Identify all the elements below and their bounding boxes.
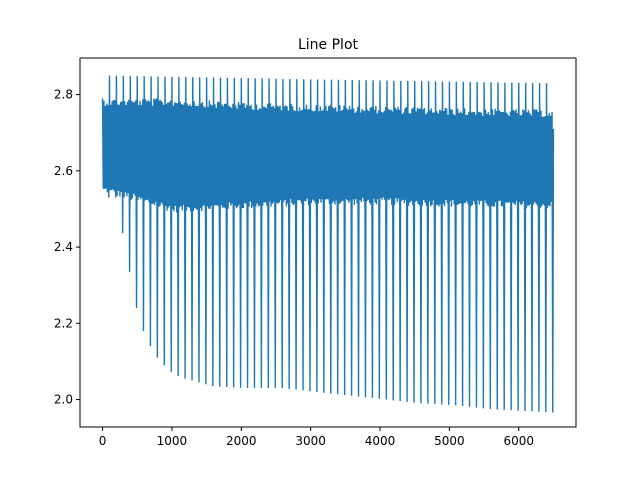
plot-area: [101, 75, 555, 413]
series-line: [101, 75, 555, 413]
y-tick-label: 2.8: [54, 88, 73, 102]
y-tick-label: 2.2: [54, 316, 73, 330]
x-tick-label: 0: [99, 434, 107, 448]
y-axis: 2.0 2.2 2.4 2.6 2.8: [54, 88, 80, 407]
y-tick-label: 2.0: [54, 393, 73, 407]
x-tick-label: 2000: [226, 434, 257, 448]
x-tick-label: 1000: [157, 434, 188, 448]
x-tick-label: 4000: [365, 434, 396, 448]
chart-title: Line Plot: [298, 37, 359, 53]
x-tick-label: 5000: [434, 434, 465, 448]
x-tick-label: 3000: [295, 434, 326, 448]
y-tick-label: 2.4: [54, 240, 73, 254]
x-tick-label: 6000: [503, 434, 534, 448]
axes-frame: [79, 57, 577, 428]
y-tick-label: 2.6: [54, 164, 73, 178]
x-axis: 0 1000 2000 3000 4000 5000 6000: [99, 427, 534, 448]
